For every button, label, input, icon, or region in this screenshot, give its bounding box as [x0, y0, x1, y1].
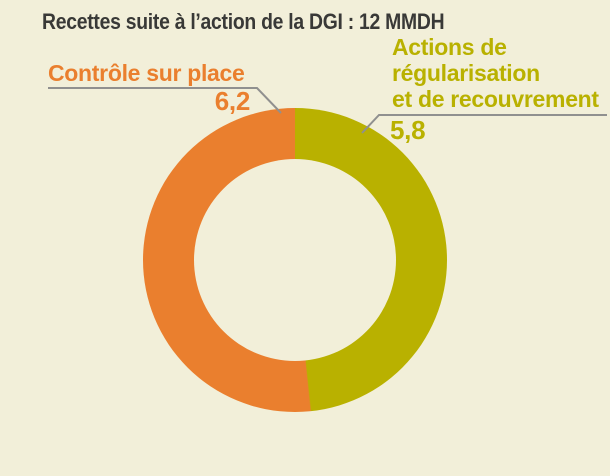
slice-label-actions-regularisation: Actions de régularisation et de recouvre…	[392, 34, 599, 112]
slice-value-controle-sur-place: 6,2	[214, 86, 251, 116]
slice-label-actions-line-2: régularisation	[392, 60, 540, 86]
chart-title: Recettes suite à l’action de la DGI : 12…	[42, 9, 445, 34]
donut-hole	[194, 159, 396, 361]
slice-value-actions-regularisation: 5,8	[390, 115, 426, 145]
slice-label-actions-line-1: Actions de	[392, 34, 507, 60]
slice-label-actions-line-3: et de recouvrement	[392, 86, 599, 112]
slice-label-controle-sur-place: Contrôle sur place	[48, 60, 245, 86]
donut-chart	[143, 108, 447, 412]
